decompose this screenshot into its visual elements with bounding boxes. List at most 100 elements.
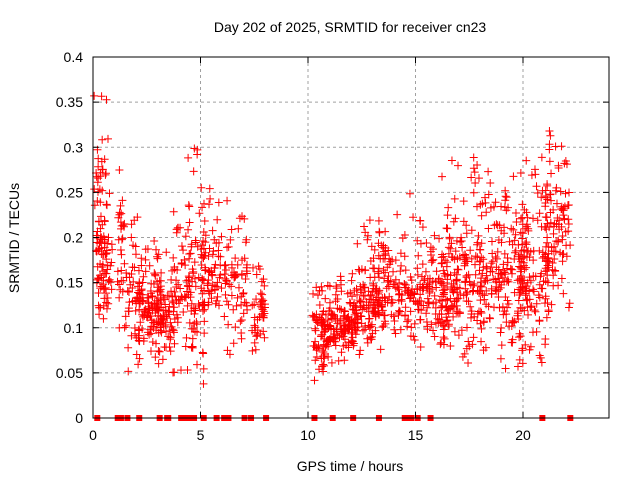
data-point xyxy=(199,254,208,263)
data-point xyxy=(253,326,262,335)
data-point xyxy=(494,274,503,283)
data-point xyxy=(250,338,259,347)
data-point xyxy=(357,288,366,297)
data-point xyxy=(258,305,267,314)
data-point xyxy=(381,296,390,305)
data-point xyxy=(480,291,489,300)
data-point xyxy=(516,283,525,292)
data-point xyxy=(366,333,375,342)
data-point xyxy=(128,283,137,292)
data-point xyxy=(496,354,505,363)
data-point xyxy=(565,188,574,197)
data-point xyxy=(157,291,166,300)
data-point xyxy=(170,303,179,312)
data-point xyxy=(194,273,203,282)
data-point xyxy=(131,250,140,259)
data-point xyxy=(523,220,532,229)
data-point xyxy=(467,226,476,235)
data-point xyxy=(223,346,232,355)
data-point xyxy=(547,300,556,309)
data-point xyxy=(353,239,362,248)
data-point xyxy=(324,336,333,345)
data-point xyxy=(256,302,265,311)
data-point xyxy=(482,208,491,217)
data-point xyxy=(227,291,236,300)
data-point xyxy=(310,376,319,385)
data-point xyxy=(206,194,215,203)
data-point xyxy=(410,336,419,345)
data-point xyxy=(474,231,483,240)
data-point xyxy=(484,167,493,176)
data-point xyxy=(550,254,559,263)
data-point xyxy=(457,237,466,246)
data-point xyxy=(357,265,366,274)
data-point xyxy=(493,247,502,256)
data-point xyxy=(170,287,179,296)
data-point xyxy=(430,332,439,341)
data-point xyxy=(464,337,473,346)
data-point xyxy=(524,310,533,319)
data-point xyxy=(227,225,236,234)
data-point xyxy=(413,284,422,293)
data-point xyxy=(537,284,546,293)
data-point xyxy=(393,210,402,219)
data-point xyxy=(558,206,567,215)
data-point xyxy=(380,317,389,326)
data-point xyxy=(449,217,458,226)
data-point xyxy=(141,255,150,264)
data-point xyxy=(121,312,130,321)
data-point xyxy=(518,279,527,288)
data-point xyxy=(231,254,240,263)
data-point xyxy=(146,347,155,356)
data-point xyxy=(190,327,199,336)
data-point xyxy=(471,179,480,188)
data-point xyxy=(332,327,341,336)
x-tick-label: 20 xyxy=(515,427,531,443)
data-point xyxy=(565,299,574,308)
data-point xyxy=(193,150,202,159)
data-point xyxy=(525,273,534,282)
data-point xyxy=(134,325,143,334)
data-point xyxy=(192,320,201,329)
data-point xyxy=(101,283,110,292)
data-point xyxy=(260,281,269,290)
data-point xyxy=(440,334,449,343)
data-point xyxy=(406,307,415,316)
data-point xyxy=(545,127,554,136)
data-point xyxy=(476,257,485,266)
data-point xyxy=(459,291,468,300)
data-point xyxy=(135,354,144,363)
data-point xyxy=(557,205,566,214)
data-point xyxy=(525,286,534,295)
data-point xyxy=(422,309,431,318)
data-point xyxy=(436,319,445,328)
data-point xyxy=(523,213,532,222)
data-point xyxy=(407,323,416,332)
data-point xyxy=(365,314,374,323)
data-point xyxy=(492,277,501,286)
x-tick-label: 0 xyxy=(89,427,97,443)
data-point xyxy=(450,303,459,312)
data-point xyxy=(520,265,529,274)
data-point xyxy=(169,207,178,216)
data-point xyxy=(513,311,522,320)
data-point xyxy=(117,209,126,218)
data-point xyxy=(462,229,471,238)
data-point xyxy=(230,273,239,282)
data-point xyxy=(514,240,523,249)
data-point xyxy=(439,278,448,287)
data-point xyxy=(97,157,106,166)
data-point xyxy=(344,320,353,329)
data-point xyxy=(374,308,383,317)
data-point xyxy=(496,269,505,278)
data-point xyxy=(476,296,485,305)
data-point xyxy=(321,342,330,351)
data-point xyxy=(470,279,479,288)
data-point xyxy=(134,360,143,369)
data-point xyxy=(381,227,390,236)
data-point xyxy=(118,196,127,205)
data-point xyxy=(503,258,512,267)
data-point xyxy=(467,173,476,182)
data-point xyxy=(451,214,460,223)
data-point xyxy=(231,323,240,332)
